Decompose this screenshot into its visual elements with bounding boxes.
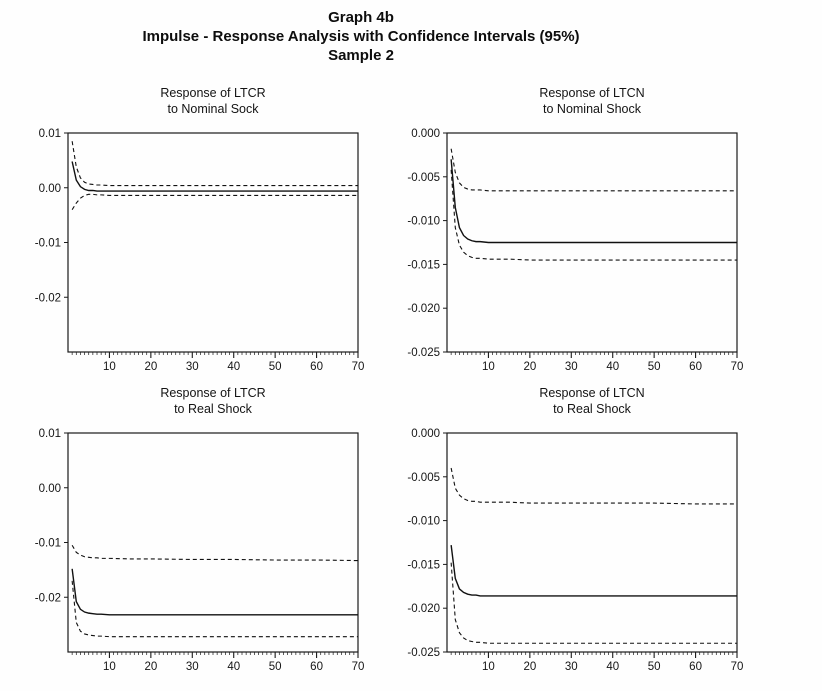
series-response xyxy=(450,545,737,597)
y-tick-label: -0.01 xyxy=(35,538,61,550)
x-tick-label: 60 xyxy=(689,361,702,373)
page-title: Graph 4b Impulse - Response Analysis wit… xyxy=(0,8,722,65)
page-title-line1: Graph 4b xyxy=(328,9,394,26)
y-tick-label: -0.015 xyxy=(407,259,440,271)
x-tick-label: 50 xyxy=(269,661,282,673)
y-tick-label: -0.005 xyxy=(407,172,440,184)
chart-title-line1: Response of LTCR xyxy=(160,386,266,400)
chart-title-line1: Response of LTCN xyxy=(539,386,645,400)
x-tick-label: 70 xyxy=(352,661,365,673)
chart-plot: 0.000 -0.005 -0.010 -0.015 -0.020 -0.025 10 20 3… xyxy=(407,428,744,673)
x-tick-label: 10 xyxy=(482,661,495,673)
chart-title-line1: Response of LTCR xyxy=(160,86,266,100)
x-tick-label: 20 xyxy=(523,661,536,673)
chart-title: Response of LTCN to Nominal Shock xyxy=(447,85,737,121)
plot-border xyxy=(67,432,359,653)
x-tick-label: 30 xyxy=(565,661,578,673)
y-tick-label: 0.00 xyxy=(39,483,61,495)
plot-border xyxy=(446,432,738,653)
chart-panel-ltcr-real: Response of LTCR to Real Shock 0.01 0.00 -… xyxy=(10,385,372,677)
chart-title-line1: Response of LTCN xyxy=(539,86,645,100)
series-upper-ci xyxy=(450,467,737,505)
chart-title-line2: to Nominal Shock xyxy=(543,102,641,116)
plot-border xyxy=(67,132,359,353)
chart-panel-ltcn-real: Response of LTCN to Real Shock 0.000 -0.0… xyxy=(389,385,751,677)
y-tick-label: -0.01 xyxy=(35,238,61,250)
y-tick-label: -0.025 xyxy=(407,347,440,359)
series-upper-ci xyxy=(71,544,359,562)
x-tick-label: 60 xyxy=(310,661,323,673)
y-tick-label: -0.020 xyxy=(407,303,440,315)
chart-title-line2: to Real Shock xyxy=(553,402,631,416)
series-lower-ci xyxy=(71,580,358,638)
y-tick-label: -0.010 xyxy=(407,216,440,228)
x-tick-label: 10 xyxy=(482,361,495,373)
y-tick-label: 0.01 xyxy=(39,128,61,140)
x-tick-label: 20 xyxy=(144,361,157,373)
x-tick-label: 40 xyxy=(227,361,240,373)
y-tick-label: 0.000 xyxy=(411,428,440,440)
series-lower-ci xyxy=(71,193,358,210)
x-tick-label: 50 xyxy=(648,661,661,673)
chart-title: Response of LTCR to Real Shock xyxy=(68,385,358,421)
x-tick-label: 20 xyxy=(523,361,536,373)
y-tick-label: -0.015 xyxy=(407,559,440,571)
y-tick-label: 0.01 xyxy=(39,428,61,440)
y-tick-label: -0.020 xyxy=(407,603,440,615)
y-tick-label: -0.02 xyxy=(35,292,61,304)
chart-plot: 0.000 -0.005 -0.010 -0.015 -0.020 -0.025 10 20 3… xyxy=(407,128,744,373)
series-response xyxy=(450,159,737,244)
x-tick-label: 60 xyxy=(310,361,323,373)
y-tick-label: 0.000 xyxy=(411,128,440,140)
y-tick-label: -0.02 xyxy=(35,592,61,604)
chart-panel-ltcr-nominal: Response of LTCR to Nominal Sock 0.01 0.0… xyxy=(10,85,372,377)
x-tick-label: 70 xyxy=(731,661,744,673)
y-tick-label: -0.025 xyxy=(407,647,440,659)
chart-panel-ltcn-nominal: Response of LTCN to Nominal Shock 0.000 -… xyxy=(389,85,751,377)
x-tick-label: 40 xyxy=(606,661,619,673)
y-tick-label: 0.00 xyxy=(39,183,61,195)
chart-plot: 0.01 0.00 -0.01 -0.02 10 20 30 40 50 60 70 xyxy=(35,128,365,373)
x-tick-label: 50 xyxy=(269,361,282,373)
x-tick-label: 30 xyxy=(565,361,578,373)
series-upper-ci xyxy=(450,148,737,192)
x-tick-label: 40 xyxy=(606,361,619,373)
x-tick-label: 20 xyxy=(144,661,157,673)
series-lower-ci xyxy=(450,169,737,261)
x-tick-label: 70 xyxy=(731,361,744,373)
chart-plot: 0.01 0.00 -0.01 -0.02 10 20 30 40 50 60 70 xyxy=(35,428,365,673)
x-tick-label: 10 xyxy=(103,661,116,673)
y-tick-label: -0.010 xyxy=(407,516,440,528)
y-tick-label: -0.005 xyxy=(407,472,440,484)
x-tick-label: 10 xyxy=(103,361,116,373)
x-tick-label: 30 xyxy=(186,661,199,673)
chart-title: Response of LTCN to Real Shock xyxy=(447,385,737,421)
series-lower-ci xyxy=(450,562,737,644)
x-tick-label: 50 xyxy=(648,361,661,373)
series-response xyxy=(71,161,358,192)
page-title-line2: Impulse - Response Analysis with Confide… xyxy=(142,28,580,45)
page-title-line3: Sample 2 xyxy=(328,47,394,64)
chart-title: Response of LTCR to Nominal Sock xyxy=(68,85,358,121)
x-tick-label: 40 xyxy=(227,661,240,673)
series-upper-ci xyxy=(71,141,358,187)
x-tick-label: 70 xyxy=(352,361,365,373)
x-tick-label: 60 xyxy=(689,661,702,673)
chart-title-line2: to Real Shock xyxy=(174,402,252,416)
chart-title-line2: to Nominal Sock xyxy=(167,102,259,116)
x-tick-label: 30 xyxy=(186,361,199,373)
series-response xyxy=(71,568,358,616)
